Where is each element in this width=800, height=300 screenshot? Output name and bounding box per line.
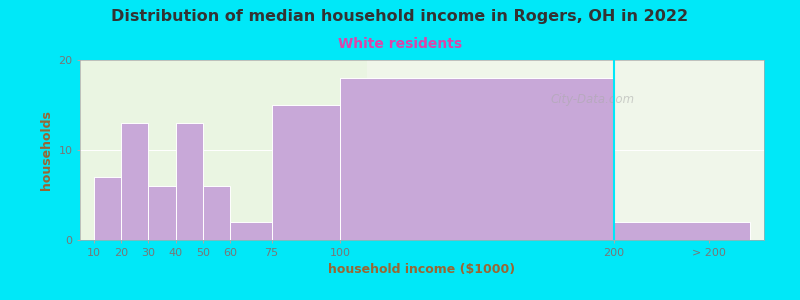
- Bar: [367, 60, 778, 240]
- Bar: [94, 177, 121, 240]
- Bar: [340, 78, 614, 240]
- Bar: [176, 123, 203, 240]
- Bar: [203, 186, 230, 240]
- Bar: [230, 222, 271, 240]
- Bar: [149, 186, 176, 240]
- Text: City-Data.com: City-Data.com: [551, 93, 635, 106]
- Bar: [614, 222, 750, 240]
- X-axis label: household income ($1000): household income ($1000): [329, 263, 515, 276]
- Text: Distribution of median household income in Rogers, OH in 2022: Distribution of median household income …: [111, 9, 689, 24]
- Bar: [121, 123, 149, 240]
- Y-axis label: households: households: [40, 110, 53, 190]
- Text: White residents: White residents: [338, 38, 462, 52]
- Bar: [271, 105, 340, 240]
